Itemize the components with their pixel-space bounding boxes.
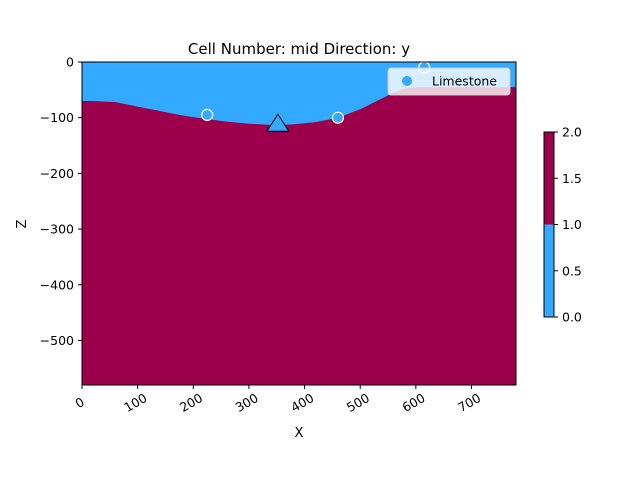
x-tick-label: 100 — [121, 390, 149, 415]
limestone-point — [331, 111, 345, 124]
colorbar-segment-upper-unit — [544, 224, 554, 317]
colorbar-tick-label: 0.0 — [562, 310, 582, 325]
colorbar-tick-label: 1.0 — [562, 217, 582, 232]
y-tick-label: −200 — [40, 166, 74, 181]
x-tick-label: 500 — [344, 390, 372, 415]
x-tick-label: 200 — [177, 390, 205, 415]
x-tick-label: 0 — [73, 394, 87, 411]
x-axis-label: X — [295, 426, 304, 441]
x-tick-label: 300 — [233, 390, 261, 415]
x-tick-label: 400 — [288, 390, 316, 415]
y-tick-label: −500 — [40, 333, 74, 348]
triangle-marker — [265, 113, 290, 132]
y-tick-label: −400 — [40, 277, 74, 292]
x-tick-label: 700 — [455, 390, 483, 415]
limestone-point — [201, 108, 214, 122]
chart-title: Cell Number: mid Direction: y — [188, 40, 410, 58]
plot-frame — [81, 61, 517, 386]
lower-unit-region — [82, 87, 516, 385]
y-axis-label: Z — [15, 219, 30, 228]
plot-area — [81, 61, 517, 386]
x-tick-label: 600 — [400, 390, 428, 415]
legend-box — [387, 67, 511, 96]
legend-label-limestone: Limestone — [432, 74, 497, 89]
legend-marker — [402, 76, 412, 86]
y-tick-label: 0 — [66, 55, 74, 70]
y-axis: 0 −100 −200 −300 −400 −500 — [40, 55, 82, 348]
y-tick-label: −300 — [40, 222, 74, 237]
y-tick-label: −100 — [40, 110, 74, 125]
colorbar-tick-label: 1.5 — [562, 171, 582, 186]
legend: Limestone — [387, 67, 511, 96]
x-axis: 0 100 200 300 400 500 600 700 — [73, 385, 483, 415]
colorbar-tick-label: 2.0 — [562, 125, 582, 140]
colorbar-tick-label: 0.5 — [562, 263, 582, 278]
colorbar: 0.0 0.5 1.0 1.5 2.0 — [543, 125, 582, 325]
colorbar-segment-lower-unit — [544, 132, 554, 225]
